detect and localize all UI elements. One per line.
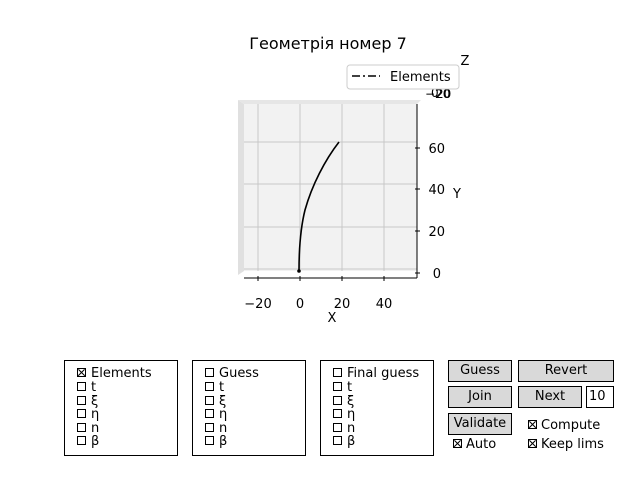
checkbox-icon[interactable] xyxy=(205,409,214,418)
check-t[interactable]: t xyxy=(77,381,96,395)
checkbox-icon[interactable] xyxy=(77,436,86,445)
y-tick-label: 20 xyxy=(428,225,445,240)
check-eta[interactable]: η xyxy=(333,408,355,422)
grid-lines xyxy=(244,104,417,271)
keep-lims-checkbox[interactable]: Keep lims xyxy=(528,438,604,452)
check-beta[interactable]: β xyxy=(205,435,227,449)
checkbox-checked-icon[interactable] xyxy=(77,368,86,377)
x-tick-label: 40 xyxy=(376,297,393,312)
checkbox-icon[interactable] xyxy=(205,382,214,391)
validate-button[interactable]: Validate xyxy=(448,413,512,435)
x-ticks xyxy=(257,276,385,281)
y-tick-label: 40 xyxy=(428,183,445,198)
check-guess[interactable]: Guess xyxy=(205,367,259,381)
panel-guess: Guess t ξ η n β xyxy=(192,360,306,456)
check-n[interactable]: n xyxy=(77,422,99,436)
compute-checkbox[interactable]: Compute xyxy=(528,419,600,433)
legend-label: Elements xyxy=(390,70,451,85)
svg-text:0: 0 xyxy=(431,86,439,100)
curve-start-marker xyxy=(297,269,301,273)
checkbox-checked-icon[interactable] xyxy=(528,439,537,448)
x-tick-label: 0 xyxy=(296,297,304,312)
checkbox-icon[interactable] xyxy=(333,382,342,391)
checkbox-icon[interactable] xyxy=(77,423,86,432)
check-n[interactable]: n xyxy=(205,422,227,436)
checkbox-checked-icon[interactable] xyxy=(453,439,462,448)
axis-lines xyxy=(244,104,418,279)
check-n[interactable]: n xyxy=(333,422,355,436)
legend: Elements xyxy=(346,64,460,90)
axes-top-pane xyxy=(238,100,421,104)
checkbox-icon[interactable] xyxy=(77,409,86,418)
x-tick-label: 20 xyxy=(334,297,351,312)
join-button[interactable]: Join xyxy=(448,386,512,408)
check-eta[interactable]: η xyxy=(77,408,99,422)
checkbox-icon[interactable] xyxy=(205,436,214,445)
check-eta[interactable]: η xyxy=(205,408,227,422)
z-tick-labels: −20 0 20 xyxy=(425,86,451,101)
checkbox-icon[interactable] xyxy=(77,382,86,391)
panel-final-guess: Final guess t ξ η n β xyxy=(320,360,434,456)
check-final-guess[interactable]: Final guess xyxy=(333,367,419,381)
checkbox-icon[interactable] xyxy=(333,423,342,432)
y-ticks xyxy=(415,147,420,274)
check-t[interactable]: t xyxy=(333,381,352,395)
elements-curve xyxy=(298,141,340,272)
y-tick-label: 0 xyxy=(433,267,441,282)
checkbox-icon[interactable] xyxy=(333,396,342,405)
checkbox-icon[interactable] xyxy=(333,436,342,445)
x-axis-label: X xyxy=(328,311,337,326)
check-xi[interactable]: ξ xyxy=(205,395,226,409)
check-xi[interactable]: ξ xyxy=(333,395,354,409)
checkbox-icon[interactable] xyxy=(333,409,342,418)
guess-button[interactable]: Guess xyxy=(448,360,512,382)
checkbox-icon[interactable] xyxy=(205,368,214,377)
y-axis-label: Y xyxy=(452,187,461,202)
checkbox-checked-icon[interactable] xyxy=(528,420,537,429)
checkbox-icon[interactable] xyxy=(205,396,214,405)
check-elements[interactable]: Elements xyxy=(77,367,152,381)
checkbox-icon[interactable] xyxy=(333,368,342,377)
y-tick-label: 60 xyxy=(428,142,445,157)
check-beta[interactable]: β xyxy=(77,435,99,449)
x-tick-label: −20 xyxy=(244,297,271,312)
plot-canvas[interactable]: Геометрія номер 7 −20 0 20 40 X xyxy=(0,0,640,340)
axes-pane xyxy=(244,104,417,271)
axes-side-pane xyxy=(238,100,244,275)
checkbox-icon[interactable] xyxy=(77,396,86,405)
svg-text:20: 20 xyxy=(436,87,451,101)
checkbox-icon[interactable] xyxy=(205,423,214,432)
plot-title: Геометрія номер 7 xyxy=(249,34,407,53)
panel-elements: Elements t ξ η n β xyxy=(64,360,178,456)
revert-button[interactable]: Revert xyxy=(518,360,614,382)
auto-checkbox[interactable]: Auto xyxy=(453,438,496,452)
z-axis-label: Z xyxy=(461,54,470,69)
svg-text:−20: −20 xyxy=(425,87,450,101)
next-count-input[interactable]: 10 xyxy=(586,386,614,408)
check-t[interactable]: t xyxy=(205,381,224,395)
check-beta[interactable]: β xyxy=(333,435,355,449)
next-button[interactable]: Next xyxy=(518,386,582,408)
check-xi[interactable]: ξ xyxy=(77,395,98,409)
